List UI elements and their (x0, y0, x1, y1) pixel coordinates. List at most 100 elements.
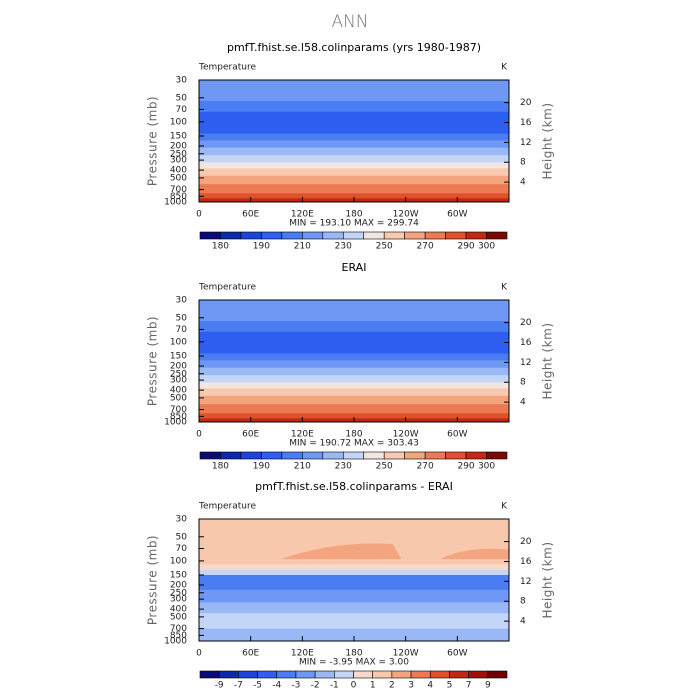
figure-title: ANN (331, 12, 368, 32)
y-tick-label: 150 (170, 570, 187, 580)
colorbar-label: 300 (478, 462, 495, 472)
contour-band (199, 413, 509, 419)
colorbar-box (322, 451, 344, 460)
x-tick-label: 120W (393, 430, 419, 440)
y-tick-label: 200 (170, 581, 187, 591)
y-tick-label: 100 (170, 337, 187, 347)
contour-band (199, 570, 509, 576)
colorbar-box (199, 451, 221, 460)
x-tick-label: 60E (242, 430, 259, 440)
colorbar-label: -7 (234, 681, 243, 691)
field-label: Temperature (198, 502, 256, 512)
y-tick-label: 50 (176, 313, 188, 323)
y2-tick-label: 8 (520, 597, 526, 607)
colorbar-box (429, 670, 450, 679)
colorbar-box (261, 451, 283, 460)
y2-tick-label: 4 (520, 617, 526, 627)
colorbar-label: -2 (311, 681, 320, 691)
colorbar-label: 180 (212, 242, 229, 252)
contour-band (199, 395, 509, 405)
y2-axis-label: Height (km) (541, 103, 555, 180)
colorbar-box (487, 670, 508, 679)
field-label: Temperature (198, 283, 256, 293)
x-tick-label: 60W (447, 649, 467, 659)
field-label: Temperature (198, 63, 256, 73)
contour-band (199, 628, 509, 642)
contour-band (199, 404, 509, 414)
colorbar-box (199, 231, 221, 240)
contour-band (440, 548, 509, 560)
y2-tick-label: 20 (520, 318, 532, 328)
panel: pmfT.fhist.se.l58.colinparams - ERAI Temp… (146, 480, 555, 691)
colorbar-box (465, 451, 487, 460)
colorbar-box (261, 231, 283, 240)
colorbar-label: 5 (447, 681, 453, 691)
colorbar-box (218, 670, 239, 679)
panel: pmfT.fhist.se.l58.colinparams (yrs 1980-… (146, 41, 555, 252)
x-tick-label: 120E (291, 210, 314, 220)
y-tick-label: 850 (170, 412, 187, 422)
x-tick-label: 60E (242, 210, 259, 220)
y-tick-label: 300 (170, 156, 187, 166)
colorbar-box (295, 670, 316, 679)
colorbar-box (363, 451, 385, 460)
contour-band (280, 543, 402, 560)
colorbar-label: -9 (215, 681, 224, 691)
y-tick-label: 700 (170, 405, 187, 415)
y-tick-label: 400 (170, 605, 187, 615)
contour-band (199, 184, 509, 194)
y-tick-label: 700 (170, 624, 187, 634)
contour-band (199, 353, 509, 361)
y-tick-label: 500 (170, 173, 187, 183)
colorbar-box (238, 670, 258, 679)
colorbar-box (383, 231, 405, 240)
colorbar-label: 190 (253, 242, 270, 252)
contour-band (199, 602, 509, 614)
colorbar-label: 7 (466, 681, 472, 691)
y-tick-label: 50 (176, 532, 188, 542)
y-tick-label: 70 (176, 105, 188, 115)
panel-title: pmfT.fhist.se.l58.colinparams - ERAI (255, 480, 453, 493)
x-tick-label: 120E (291, 430, 314, 440)
colorbar-label: 4 (427, 681, 433, 691)
x-tick-label: 0 (196, 649, 202, 659)
contour-band (199, 300, 509, 322)
colorbar-label: 270 (417, 462, 434, 472)
y-tick-label: 500 (170, 393, 187, 403)
panel-title: ERAI (342, 261, 367, 274)
colorbar-box (314, 670, 335, 679)
colorbar-label: -3 (291, 681, 300, 691)
y2-tick-label: 16 (520, 338, 532, 348)
y-tick-label: 30 (176, 515, 188, 525)
contour-band (199, 162, 509, 169)
colorbar-box (486, 231, 508, 240)
colorbar-box (199, 670, 220, 679)
x-tick-label: 180 (345, 210, 362, 220)
colorbar-box (445, 451, 467, 460)
y-tick-label: 300 (170, 595, 187, 605)
y2-tick-label: 12 (520, 358, 531, 368)
colorbar-label: 210 (294, 242, 311, 252)
colorbar-label: 250 (376, 242, 393, 252)
contour-band (199, 321, 509, 333)
x-tick-label: 180 (345, 649, 362, 659)
y-tick-label: 1000 (164, 637, 187, 647)
y-tick-label: 400 (170, 386, 187, 396)
colorbar-label: 190 (253, 462, 270, 472)
colorbar-box (424, 451, 446, 460)
colorbar-box (404, 231, 426, 240)
y2-tick-label: 20 (520, 98, 532, 108)
colorbar-box (404, 451, 426, 460)
colorbar-label: -5 (253, 681, 262, 691)
y-tick-label: 250 (170, 588, 187, 598)
colorbar-box (281, 231, 303, 240)
contour-band (199, 101, 509, 113)
colorbar-box (220, 451, 242, 460)
colorbar-box (257, 670, 278, 679)
y-tick-label: 500 (170, 612, 187, 622)
colorbar-box (486, 451, 508, 460)
contour-band (199, 613, 509, 630)
contour-band (199, 80, 509, 102)
colorbar-label: 0 (351, 681, 357, 691)
